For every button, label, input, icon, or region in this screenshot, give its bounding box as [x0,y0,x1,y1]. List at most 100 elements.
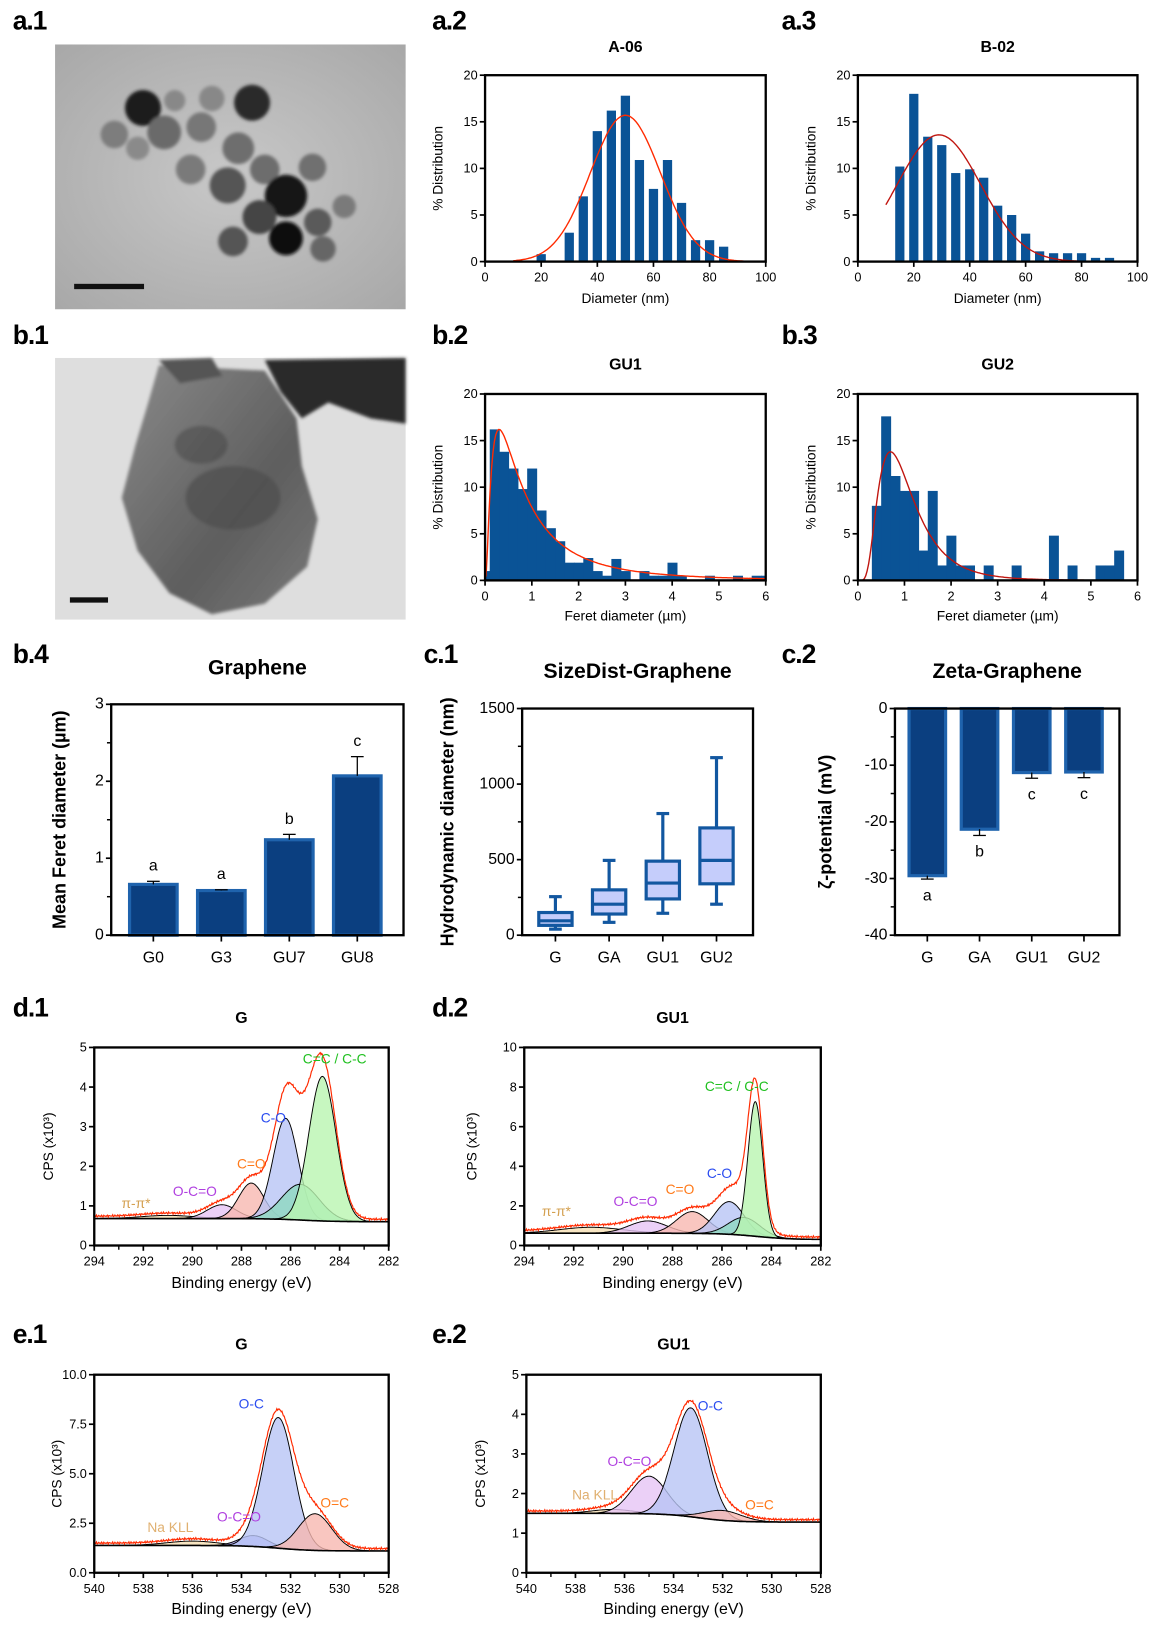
x-tick-label: 540 [516,1582,537,1596]
x-category-label: G3 [211,950,232,967]
histogram-bar [1007,214,1017,262]
histogram-bar [1090,257,1101,262]
chart-e1: G Na KLL O-C=O O-C O=C 0.0 2.5 5.0 7.5 10.0 540 538… [49,1336,399,1618]
tem-image-nanoparticles [55,44,406,310]
histogram-bar [951,173,961,262]
panel-label-c1: c.1 [423,639,459,670]
x-category-label: GU2 [1068,950,1101,967]
significance-letter: b [975,844,984,861]
histogram-bar [979,177,989,262]
nanoparticle [310,236,336,262]
x-category-label: GA [598,950,621,967]
histogram-bar [1067,565,1078,581]
y-axis-label: Mean Feret diameter (µm) [50,711,70,929]
chart-title: GU1 [609,357,642,374]
histogram-bar [564,232,574,262]
x-tick-label: 1 [901,590,908,604]
histogram-bar [667,562,678,581]
y-axis-label: % Distribution [804,445,819,530]
x-tick-label: 0 [482,590,489,604]
y-tick-label: 0 [879,700,888,717]
x-tick-label: 284 [761,1255,782,1269]
histogram-bar [611,558,622,581]
y-tick-label: 20 [836,68,850,82]
histogram-bar [955,565,966,581]
y-tick-label: 10 [836,480,850,494]
x-tick-label: 0 [854,590,861,604]
panel-label-a3: a.3 [781,6,817,37]
x-tick-label: 2 [575,590,582,604]
x-tick-label: 4 [669,590,676,604]
x-tick-label: 536 [614,1582,635,1596]
x-tick-label: 0 [482,271,489,285]
y-tick-label: 3 [512,1447,519,1461]
x-tick-label: 3 [994,590,1001,604]
histogram-bar [620,571,631,581]
histogram-bar [527,468,538,581]
y-tick-label: 10 [503,1041,517,1055]
chart-title: GU2 [981,357,1014,374]
histogram-bar [1114,550,1125,581]
histogram-bar [639,571,650,581]
significance-letter: a [923,887,932,904]
panel-label-b3: b.3 [781,320,818,351]
x-tick-label: 528 [378,1582,399,1596]
y-tick-label: -30 [865,870,888,887]
x-category-label: GU2 [700,950,733,967]
histogram-bar [1011,565,1022,581]
x-tick-label: 538 [133,1582,154,1596]
panel-label-e2: e.2 [432,1319,467,1350]
significance-letter: c [1080,786,1088,803]
chart-title: A-06 [608,39,643,56]
nanoparticle [218,226,248,257]
y-tick-label: 0 [80,1239,87,1253]
histogram-bar [1021,233,1031,262]
peak-label: O-C=O [613,1194,657,1209]
x-tick-label: 290 [182,1255,203,1269]
peak-label: π-π* [122,1196,152,1211]
y-tick-label: 3 [95,696,104,713]
histogram-bar [704,240,715,262]
y-tick-label: 2 [80,1160,87,1174]
x-tick-label: 2 [948,590,955,604]
nanoparticle [147,115,182,150]
peak-label: Na KLL [147,1520,193,1535]
histogram-bar [871,505,882,581]
envelope-curve [94,1051,390,1222]
bar [127,882,179,937]
y-tick-label: 0 [843,255,850,269]
x-tick-label: 0 [854,271,861,285]
x-tick-label: 20 [534,271,548,285]
chart-title: Graphene [208,657,307,680]
x-tick-label: 1 [528,590,535,604]
panel-label-d1: d.1 [12,993,49,1024]
peak-label: π-π* [542,1204,572,1219]
bar [1011,706,1052,775]
histogram-bar [648,188,659,262]
y-axis-label: % Distribution [431,126,446,211]
nanoparticle [264,174,308,218]
x-category-label: G [549,950,561,967]
x-category-label: GU1 [1015,950,1048,967]
panel-label-b2: b.2 [432,320,468,351]
y-axis-label: ζ-potential (mV) [815,755,836,889]
y-tick-label: 2 [510,1199,517,1213]
x-tick-label: 286 [280,1255,301,1269]
histogram-bar [592,131,602,262]
box [590,888,628,916]
histogram-bar [909,93,919,262]
y-tick-label: -20 [865,813,888,830]
x-tick-label: 288 [662,1255,683,1269]
x-tick-label: 100 [1127,271,1148,285]
y-tick-label: -10 [865,756,888,773]
panel-label-b4: b.4 [12,639,49,670]
y-tick-label: 10 [464,162,478,176]
x-tick-label: 284 [329,1255,350,1269]
envelope-curve [94,1407,390,1552]
chart-title: Zeta-Graphene [932,660,1082,683]
histogram-bar [1104,565,1115,581]
x-tick-label: 80 [703,271,717,285]
histogram-bar [499,451,510,581]
panel-label-c2: c.2 [781,639,817,670]
x-tick-label: 286 [711,1255,732,1269]
